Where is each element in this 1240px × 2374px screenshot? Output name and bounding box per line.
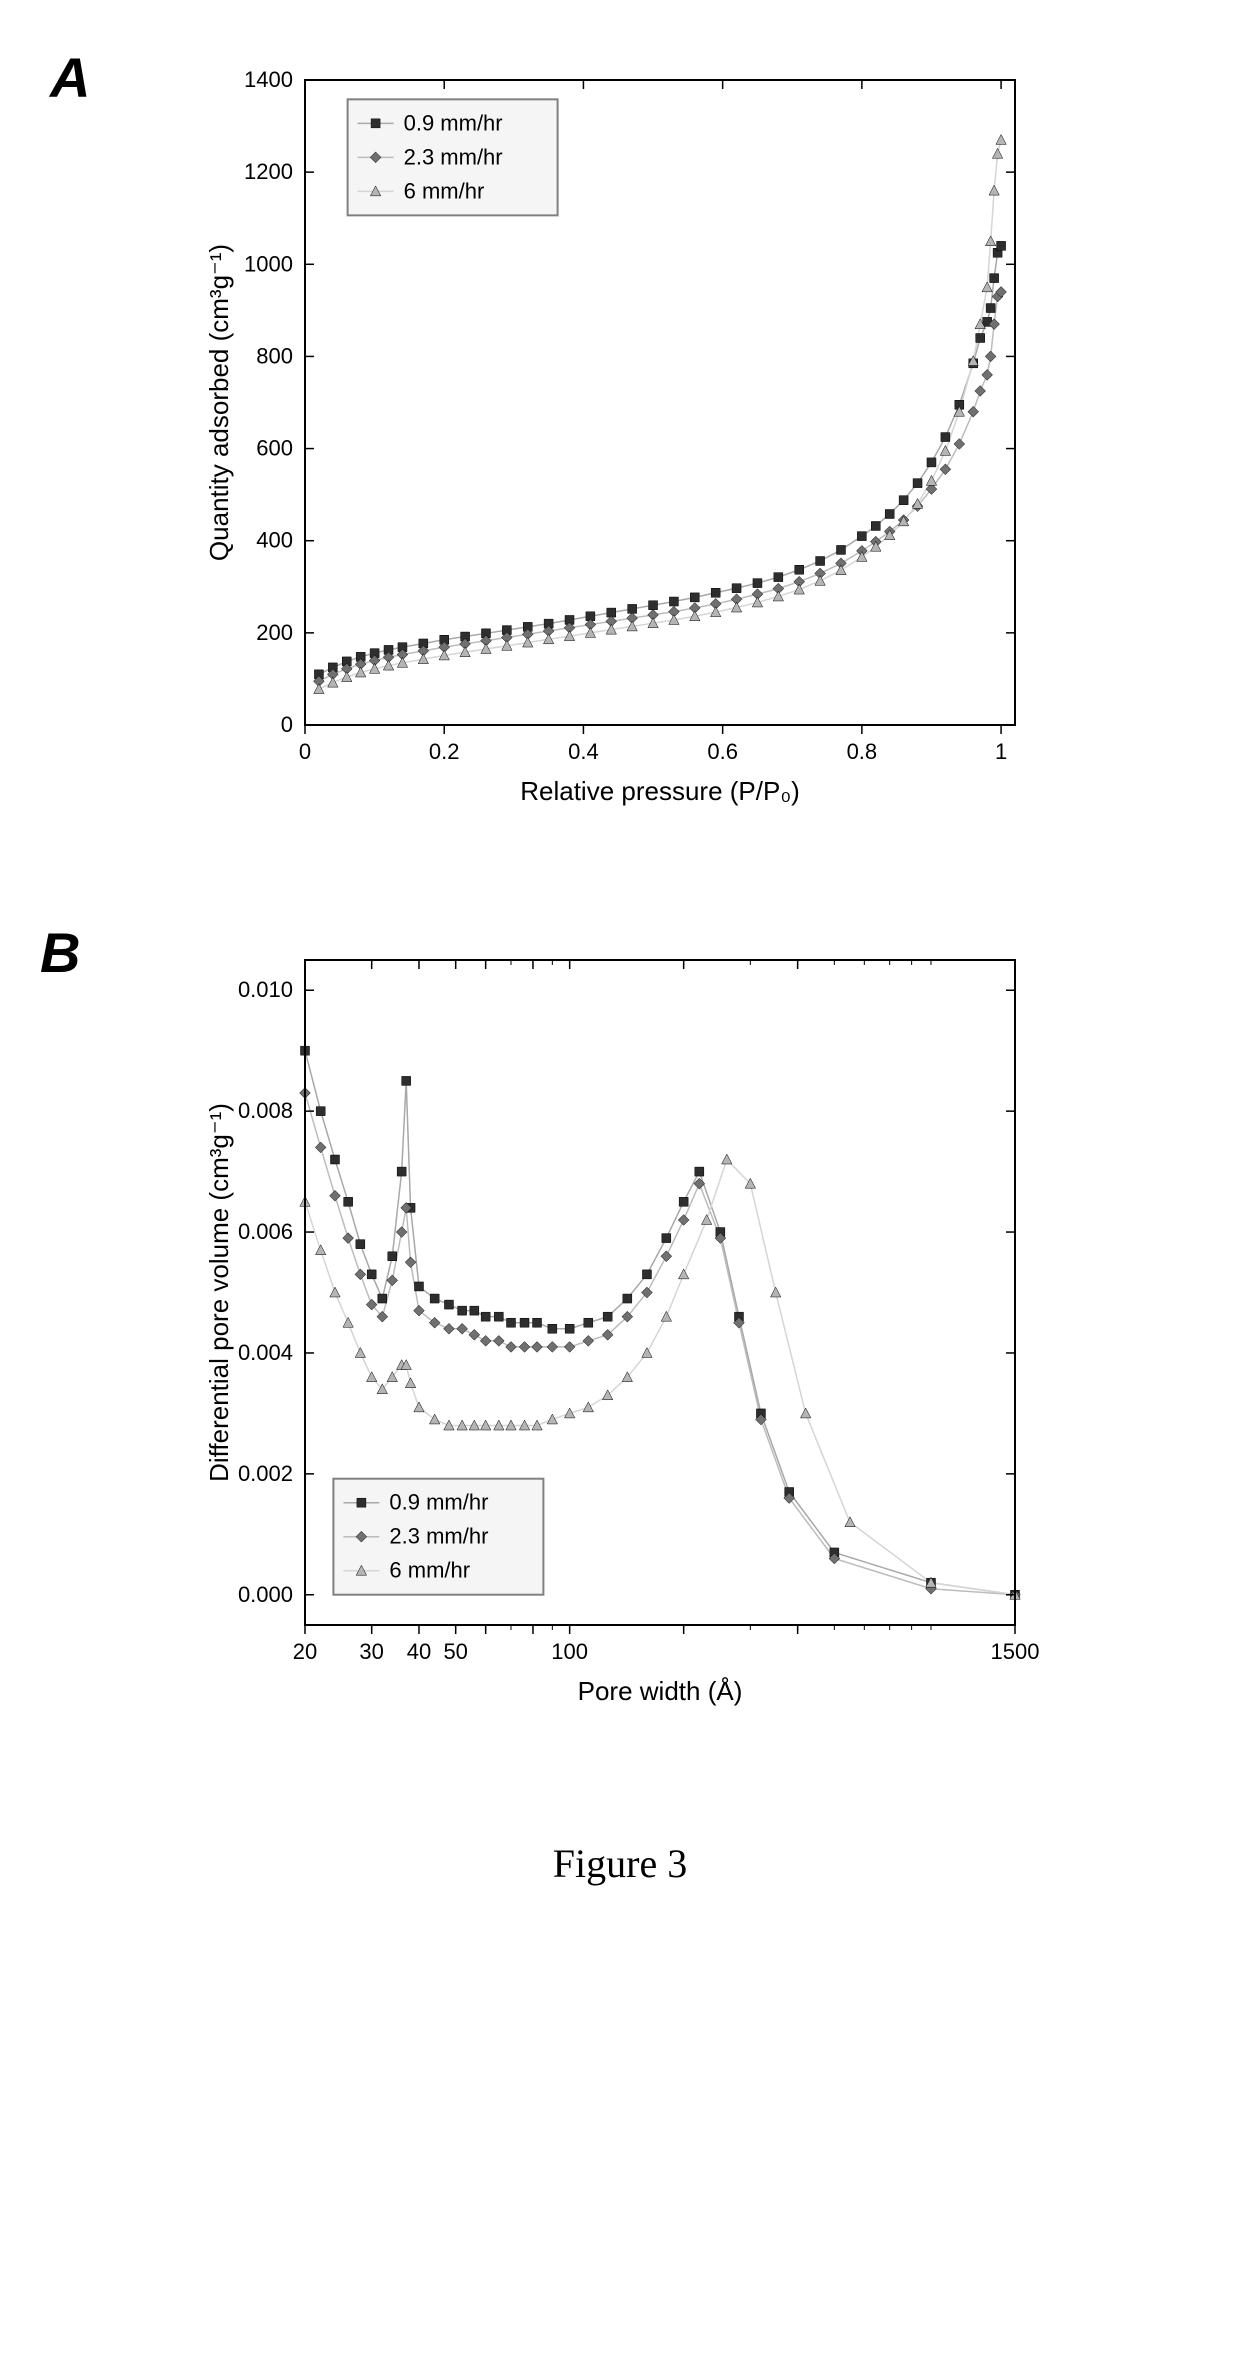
svg-text:0.4: 0.4: [568, 739, 599, 764]
figure-container: A 00.20.40.60.81020040060080010001200140…: [60, 60, 1180, 1887]
svg-text:1: 1: [995, 739, 1007, 764]
svg-text:Relative pressure (P/P₀): Relative pressure (P/P₀): [520, 776, 800, 806]
svg-text:2.3 mm/hr: 2.3 mm/hr: [389, 1524, 488, 1549]
svg-text:1500: 1500: [991, 1639, 1040, 1664]
svg-text:1400: 1400: [244, 67, 293, 92]
svg-text:0.9 mm/hr: 0.9 mm/hr: [389, 1490, 488, 1515]
svg-text:0.004: 0.004: [238, 1340, 293, 1365]
svg-text:50: 50: [443, 1639, 467, 1664]
svg-text:Differential pore volume (cm³g: Differential pore volume (cm³g⁻¹): [204, 1103, 234, 1482]
panel-b-label: B: [40, 920, 80, 985]
svg-text:1200: 1200: [244, 159, 293, 184]
svg-text:0.000: 0.000: [238, 1582, 293, 1607]
svg-text:200: 200: [256, 620, 293, 645]
panel-a-label: A: [50, 45, 90, 110]
svg-text:2.3 mm/hr: 2.3 mm/hr: [404, 144, 503, 169]
panel-b-plot: 20 30 40 50 100 1500 0.000 0.002 0.004 0.006 0.008…: [200, 940, 1180, 1720]
svg-text:40: 40: [407, 1639, 431, 1664]
svg-text:20: 20: [293, 1639, 317, 1664]
panel-b-svg: 20 30 40 50 100 1500 0.000 0.002 0.004 0.006 0.008…: [200, 940, 1040, 1720]
svg-text:Pore width (Å): Pore width (Å): [578, 1676, 743, 1706]
panel-b: B 2030405010015000.0000.0020.0040.0060.0…: [60, 940, 1180, 1720]
figure-caption: Figure 3: [60, 1840, 1180, 1887]
svg-text:600: 600: [256, 436, 293, 461]
svg-text:800: 800: [256, 343, 293, 368]
svg-text:0.6: 0.6: [707, 739, 738, 764]
svg-text:0.008: 0.008: [238, 1098, 293, 1123]
svg-text:1000: 1000: [244, 251, 293, 276]
svg-text:0.2: 0.2: [429, 739, 460, 764]
svg-text:0: 0: [281, 712, 293, 737]
panel-a-svg: 0 0.2 0.4 0.6 0.8 1 0 200 400 600 800 1000 1200 1400 R…: [200, 60, 1040, 820]
svg-text:0.8: 0.8: [847, 739, 878, 764]
panel-a-plot: 0 0.2 0.4 0.6 0.8 1 0 200 400 600 800 1000 1200 1400 R…: [200, 60, 1180, 820]
svg-text:0.010: 0.010: [238, 977, 293, 1002]
panel-a: A 00.20.40.60.81020040060080010001200140…: [60, 60, 1180, 820]
svg-text:30: 30: [359, 1639, 383, 1664]
svg-text:0.9 mm/hr: 0.9 mm/hr: [404, 110, 503, 135]
svg-text:6 mm/hr: 6 mm/hr: [389, 1558, 470, 1583]
svg-text:0.002: 0.002: [238, 1461, 293, 1486]
svg-text:6 mm/hr: 6 mm/hr: [404, 178, 485, 203]
svg-text:400: 400: [256, 528, 293, 553]
svg-text:Quantity adsorbed (cm³g⁻¹): Quantity adsorbed (cm³g⁻¹): [204, 244, 234, 561]
svg-text:0.006: 0.006: [238, 1219, 293, 1244]
svg-text:0: 0: [299, 739, 311, 764]
svg-text:100: 100: [551, 1639, 588, 1664]
